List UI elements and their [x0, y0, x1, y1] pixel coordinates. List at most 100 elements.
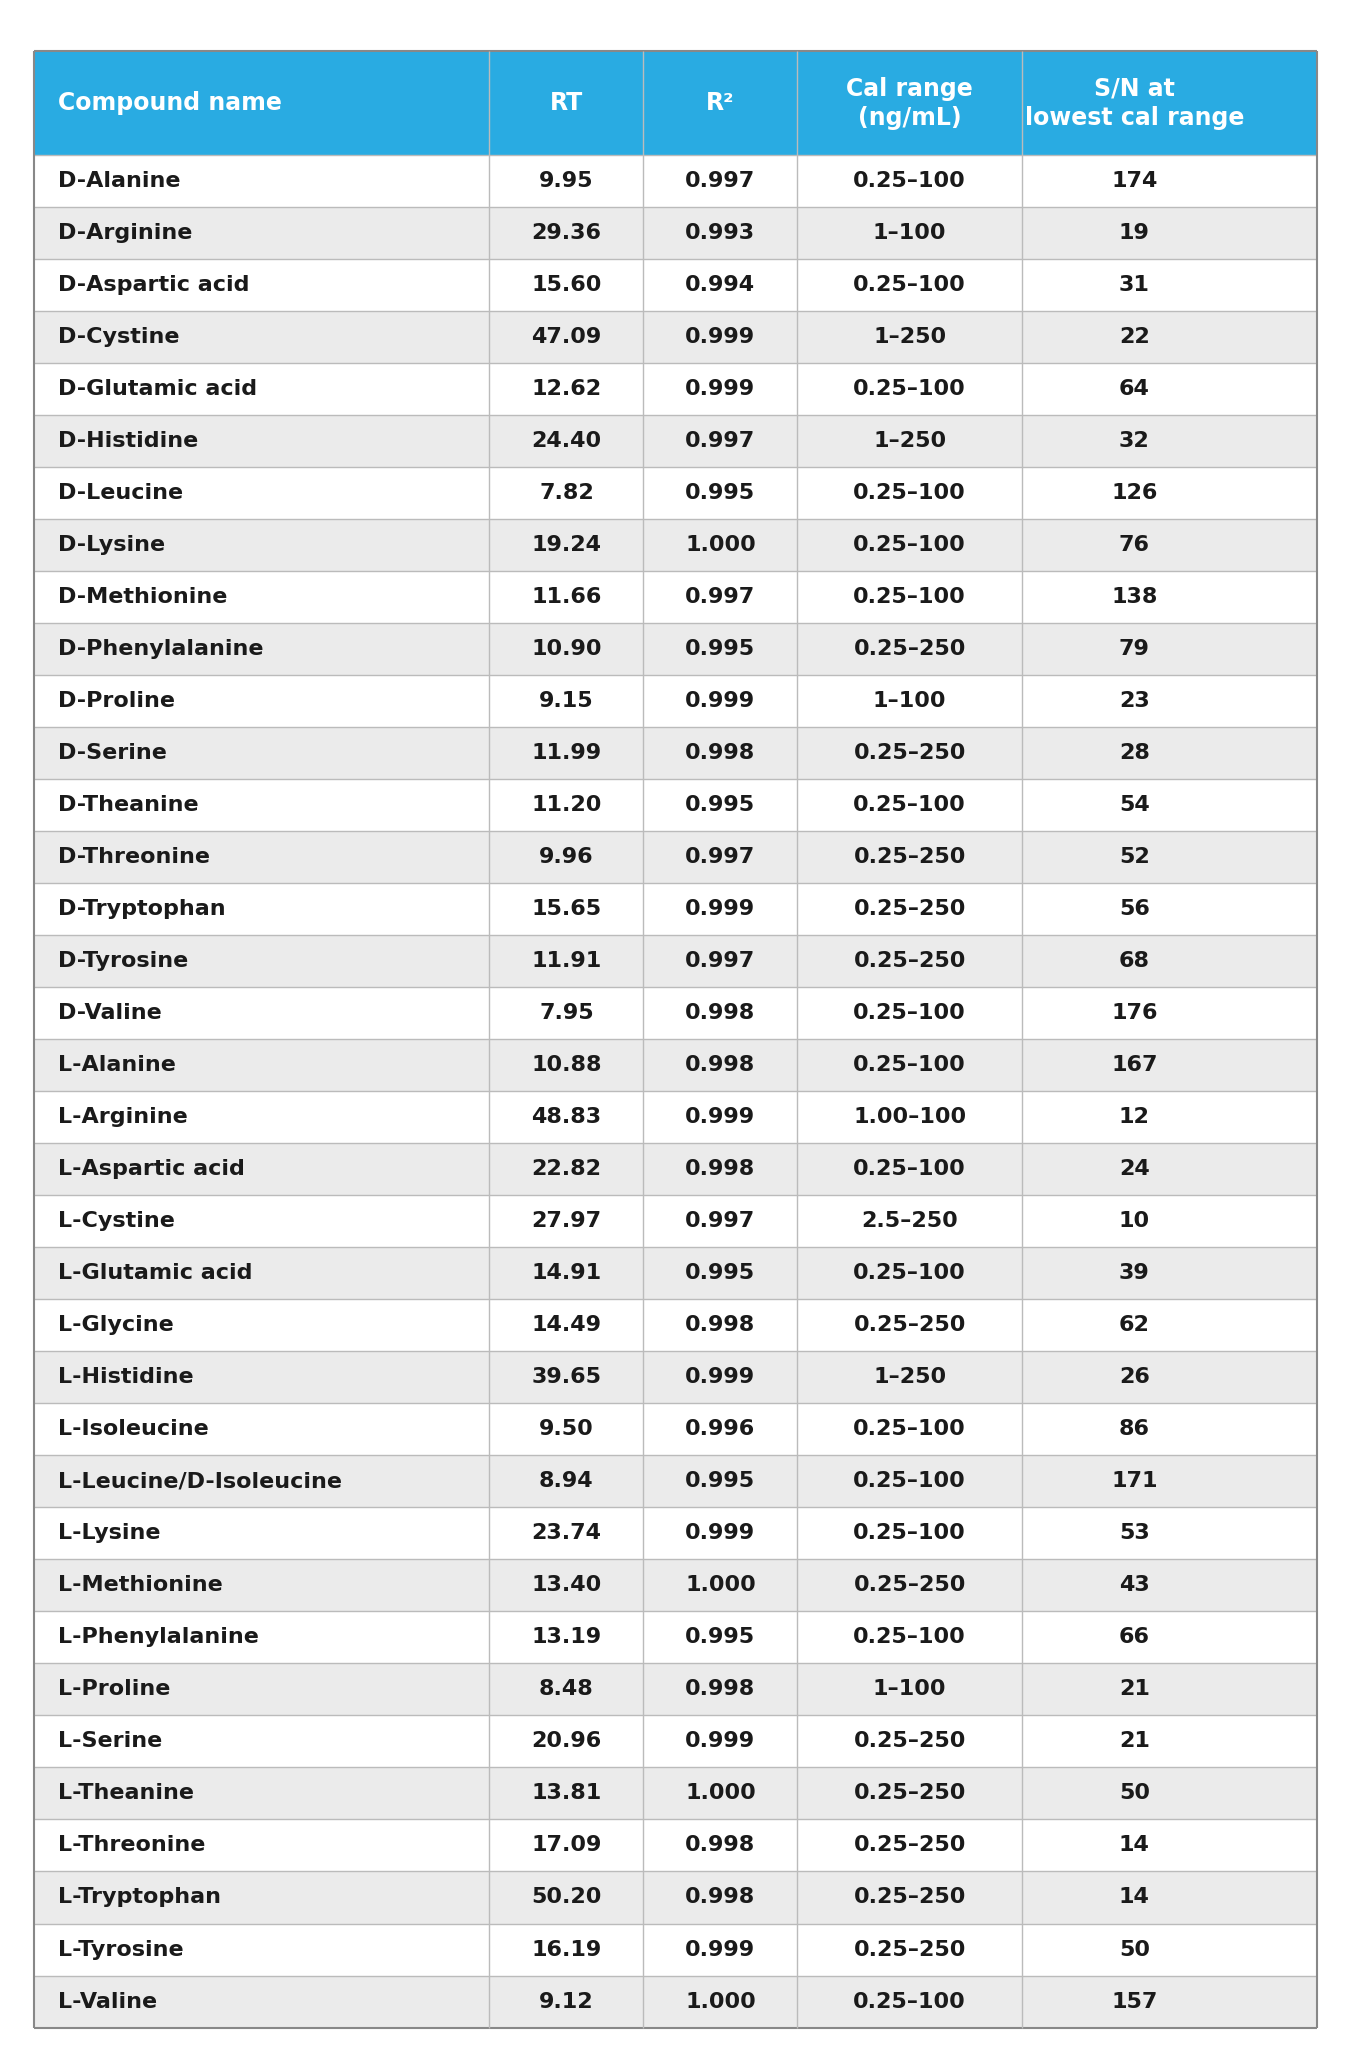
Text: D-Methionine: D-Methionine: [58, 588, 227, 608]
Bar: [34, 1819, 1317, 1872]
Bar: [34, 727, 1317, 780]
Bar: [34, 311, 1317, 362]
Text: 0.995: 0.995: [685, 639, 755, 659]
Text: 10: 10: [1119, 1210, 1150, 1231]
Text: 1–250: 1–250: [873, 328, 946, 348]
Text: 0.25–100: 0.25–100: [854, 1159, 966, 1180]
Text: 39: 39: [1119, 1264, 1150, 1284]
Text: 1–100: 1–100: [873, 223, 947, 244]
Text: 0.998: 0.998: [685, 1315, 755, 1335]
Text: D-Arginine: D-Arginine: [58, 223, 192, 244]
Text: D-Theanine: D-Theanine: [58, 795, 199, 815]
Text: 0.998: 0.998: [685, 1835, 755, 1855]
Text: 0.25–100: 0.25–100: [854, 1004, 966, 1024]
Text: 14.49: 14.49: [531, 1315, 601, 1335]
Text: 9.15: 9.15: [539, 692, 593, 711]
Text: 0.25–100: 0.25–100: [854, 379, 966, 399]
Text: 0.25–100: 0.25–100: [854, 1419, 966, 1440]
Text: 24: 24: [1119, 1159, 1150, 1180]
Text: L-Serine: L-Serine: [58, 1731, 162, 1751]
Text: 0.999: 0.999: [685, 1108, 755, 1126]
Text: 0.995: 0.995: [685, 1628, 755, 1647]
Text: 13.19: 13.19: [531, 1628, 601, 1647]
Text: 64: 64: [1119, 379, 1150, 399]
Text: 126: 126: [1111, 483, 1158, 504]
Text: 12.62: 12.62: [531, 379, 601, 399]
Text: D-Serine: D-Serine: [58, 743, 168, 764]
Text: D-Phenylalanine: D-Phenylalanine: [58, 639, 263, 659]
Bar: [34, 1092, 1317, 1143]
Text: 171: 171: [1111, 1470, 1158, 1491]
Text: S/N at
lowest cal range: S/N at lowest cal range: [1024, 78, 1244, 129]
Text: D-Alanine: D-Alanine: [58, 172, 181, 190]
Bar: [34, 1612, 1317, 1663]
Bar: [34, 571, 1317, 623]
Text: 0.994: 0.994: [685, 274, 755, 295]
Text: 0.25–100: 0.25–100: [854, 1055, 966, 1075]
Bar: [34, 1507, 1317, 1559]
Text: 50: 50: [1119, 1939, 1150, 1960]
Text: 56: 56: [1119, 899, 1150, 920]
Text: 0.998: 0.998: [685, 1004, 755, 1024]
Text: 0.995: 0.995: [685, 1470, 755, 1491]
Text: 50: 50: [1119, 1784, 1150, 1804]
Text: 23: 23: [1119, 692, 1150, 711]
Text: 21: 21: [1119, 1679, 1150, 1700]
Text: 13.81: 13.81: [531, 1784, 601, 1804]
Text: L-Isoleucine: L-Isoleucine: [58, 1419, 209, 1440]
Text: 68: 68: [1119, 952, 1150, 971]
Text: 7.95: 7.95: [539, 1004, 593, 1024]
Text: D-Valine: D-Valine: [58, 1004, 162, 1024]
Text: 23.74: 23.74: [531, 1524, 601, 1544]
Text: 0.997: 0.997: [685, 1210, 755, 1231]
Text: 0.25–250: 0.25–250: [854, 952, 966, 971]
Bar: [34, 623, 1317, 676]
Text: 19: 19: [1119, 223, 1150, 244]
Text: L-Arginine: L-Arginine: [58, 1108, 188, 1126]
Text: 0.993: 0.993: [685, 223, 755, 244]
Text: L-Tyrosine: L-Tyrosine: [58, 1939, 184, 1960]
Text: 31: 31: [1119, 274, 1150, 295]
Bar: [34, 676, 1317, 727]
Text: 0.998: 0.998: [685, 1679, 755, 1700]
Text: 1.000: 1.000: [685, 535, 755, 555]
Bar: [34, 1872, 1317, 1923]
Bar: [34, 1923, 1317, 1976]
Text: 22.82: 22.82: [531, 1159, 601, 1180]
Text: 0.997: 0.997: [685, 952, 755, 971]
Text: 0.25–250: 0.25–250: [854, 639, 966, 659]
Text: 0.997: 0.997: [685, 172, 755, 190]
Text: 0.25–250: 0.25–250: [854, 1575, 966, 1595]
Text: 176: 176: [1111, 1004, 1158, 1024]
Text: Compound name: Compound name: [58, 92, 282, 115]
Text: 2.5–250: 2.5–250: [862, 1210, 958, 1231]
Text: 86: 86: [1119, 1419, 1150, 1440]
Text: 174: 174: [1111, 172, 1158, 190]
Text: 1.00–100: 1.00–100: [854, 1108, 966, 1126]
Text: 157: 157: [1111, 1991, 1158, 2011]
Text: L-Alanine: L-Alanine: [58, 1055, 176, 1075]
Text: Cal range
(ng/mL): Cal range (ng/mL): [846, 78, 973, 129]
Text: 11.20: 11.20: [531, 795, 601, 815]
Text: D-Cystine: D-Cystine: [58, 328, 180, 348]
Text: 0.995: 0.995: [685, 1264, 755, 1284]
Bar: [34, 831, 1317, 883]
Text: L-Phenylalanine: L-Phenylalanine: [58, 1628, 259, 1647]
Text: 0.25–250: 0.25–250: [854, 1888, 966, 1907]
Text: D-Histidine: D-Histidine: [58, 432, 199, 451]
Text: 29.36: 29.36: [531, 223, 601, 244]
Text: 11.99: 11.99: [531, 743, 601, 764]
Text: L-Proline: L-Proline: [58, 1679, 170, 1700]
Text: 39.65: 39.65: [531, 1368, 601, 1386]
Bar: [34, 51, 1317, 156]
Text: 0.997: 0.997: [685, 432, 755, 451]
Text: 0.25–100: 0.25–100: [854, 1470, 966, 1491]
Text: D-Glutamic acid: D-Glutamic acid: [58, 379, 257, 399]
Text: 0.999: 0.999: [685, 328, 755, 348]
Text: D-Lysine: D-Lysine: [58, 535, 165, 555]
Bar: [34, 416, 1317, 467]
Text: R²: R²: [707, 92, 735, 115]
Text: 26: 26: [1119, 1368, 1150, 1386]
Text: L-Theanine: L-Theanine: [58, 1784, 195, 1804]
Text: 8.48: 8.48: [539, 1679, 594, 1700]
